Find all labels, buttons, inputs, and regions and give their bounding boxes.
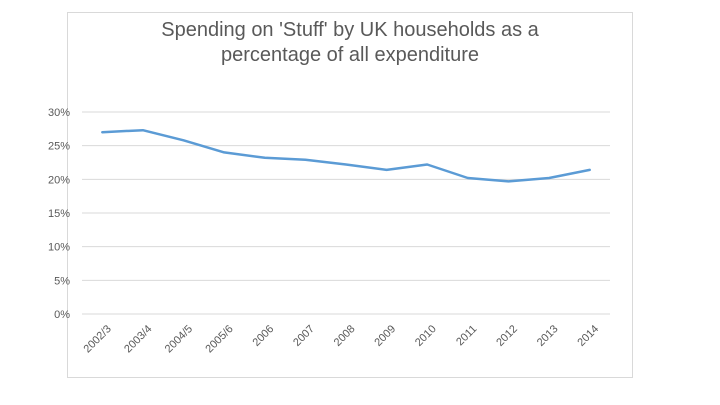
y-tick-label: 15% — [48, 208, 70, 220]
x-tick-label: 2014 — [575, 323, 601, 349]
x-tick-label: 2012 — [494, 323, 520, 349]
chart-frame — [67, 12, 633, 378]
x-tick-label: 2010 — [413, 323, 439, 349]
y-tick-label: 30% — [48, 107, 70, 119]
y-tick-label: 0% — [54, 309, 70, 321]
x-tick-label: 2003/4 — [122, 323, 154, 355]
x-tick-label: 2008 — [332, 323, 358, 349]
y-tick-label: 20% — [48, 174, 70, 186]
chart-title: Spending on 'Stuff' by UK households as … — [67, 18, 633, 68]
x-tick-label: 2005/6 — [203, 323, 235, 355]
x-tick-label: 2006 — [251, 323, 277, 349]
y-tick-label: 5% — [54, 275, 70, 287]
x-tick-label: 2004/5 — [163, 323, 195, 355]
x-tick-label: 2007 — [291, 323, 317, 349]
y-tick-label: 25% — [48, 141, 70, 153]
x-tick-label: 2011 — [454, 323, 479, 348]
x-tick-label: 2002/3 — [82, 323, 114, 355]
chart-title-line-2: percentage of all expenditure — [221, 44, 479, 66]
x-tick-label: 2013 — [535, 323, 561, 349]
chart-title-line-1: Spending on 'Stuff' by UK households as … — [161, 19, 539, 41]
series-line — [101, 128, 591, 183]
x-tick-label: 2009 — [372, 323, 398, 349]
y-tick-label: 10% — [48, 242, 70, 254]
